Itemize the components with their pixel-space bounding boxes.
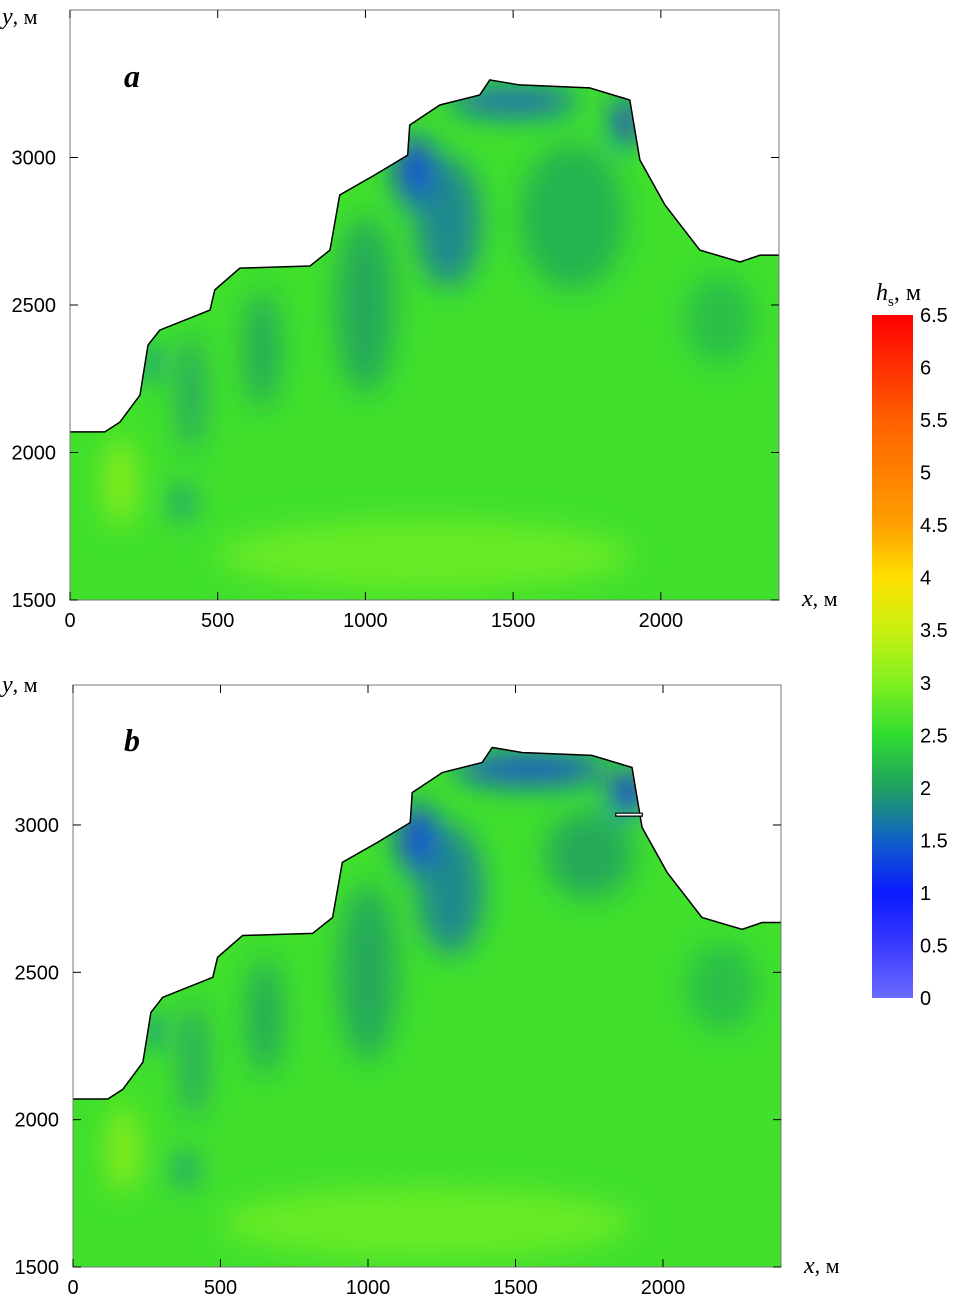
wave-height-zone bbox=[418, 824, 484, 955]
colorbar-tick-label: 4 bbox=[920, 568, 931, 590]
x-tick-label: 500 bbox=[201, 610, 234, 632]
breakwater-structure bbox=[615, 812, 643, 817]
colorbar-tick-label: 4.5 bbox=[920, 515, 948, 537]
y-axis-label-b: y, м bbox=[2, 672, 38, 699]
heatmap-panel-a: 0 500 1000 1500 2000 1500 2000 2500 3000 bbox=[12, 9, 780, 632]
colorbar-tick-label: 0.5 bbox=[920, 935, 948, 957]
y-axis-unit: , м bbox=[12, 672, 38, 697]
x-axis-unit: , м bbox=[812, 586, 838, 611]
y-tick-label: 2500 bbox=[12, 295, 57, 317]
y-tick-label: 3000 bbox=[12, 148, 57, 170]
wave-height-zone bbox=[179, 334, 203, 453]
x-axis-symbol: x bbox=[802, 586, 813, 612]
x-tick-label: 1000 bbox=[343, 610, 388, 632]
y-tick-label: 2500 bbox=[15, 962, 60, 984]
x-tick-label: 0 bbox=[67, 1277, 78, 1299]
heatmap-a: 0 500 1000 1500 2000 1500 2000 2500 3000 bbox=[12, 9, 780, 632]
x-axis-symbol: x bbox=[804, 1253, 815, 1279]
wave-height-zone bbox=[684, 275, 756, 364]
x-tick-label: 1500 bbox=[493, 1277, 538, 1299]
colorbar-tick-labels: 0 0.5 1 1.5 2 2.5 3 3.5 4 4.5 5 5.5 6 6.5 bbox=[920, 305, 948, 1010]
wave-height-zone bbox=[105, 437, 135, 527]
heatmap-panel-b: 0 500 1000 1500 2000 1500 2000 2500 3000 bbox=[15, 684, 782, 1299]
y-tick-label: 2000 bbox=[12, 443, 57, 465]
plot-frame bbox=[72, 684, 782, 1268]
colorbar-tick-label: 6 bbox=[920, 358, 931, 380]
colorbar bbox=[872, 315, 913, 998]
y-axis-symbol: y bbox=[2, 672, 13, 698]
colorbar-title-symbol: h bbox=[876, 280, 888, 306]
coastline bbox=[70, 79, 779, 433]
x-tick-label: 2000 bbox=[639, 610, 684, 632]
colorbar-tick-label: 1.5 bbox=[920, 830, 948, 852]
panel-label-a: a bbox=[124, 58, 140, 94]
x-axis-label-a: x, м bbox=[802, 586, 838, 613]
colorbar-tick-label: 1 bbox=[920, 883, 931, 905]
colorbar-tick-label: 3.5 bbox=[920, 620, 948, 642]
x-tick-label: 2000 bbox=[641, 1277, 686, 1299]
wave-height-zone bbox=[108, 1104, 138, 1194]
x-axis-label-b: x, м bbox=[804, 1253, 840, 1280]
y-tick-label: 2000 bbox=[15, 1110, 60, 1132]
wave-height-zone bbox=[182, 1001, 206, 1120]
colorbar-tick-label: 5.5 bbox=[920, 410, 948, 432]
wave-height-zone bbox=[247, 957, 283, 1076]
wave-height-zone bbox=[217, 520, 632, 592]
y-axis-unit: , м bbox=[12, 4, 38, 29]
colorbar-tick-label: 0 bbox=[920, 988, 931, 1010]
panel-label-b: b bbox=[124, 722, 140, 758]
colorbar-title-subscript: s bbox=[888, 293, 894, 310]
y-tick-label: 1500 bbox=[12, 590, 57, 612]
heatmap-b: 0 500 1000 1500 2000 1500 2000 2500 3000 bbox=[15, 684, 782, 1299]
y-axis-symbol: y bbox=[2, 4, 13, 30]
x-axis-unit: , м bbox=[814, 1253, 840, 1278]
colorbar-tick-label: 3 bbox=[920, 673, 931, 695]
colorbar-title: hs, м bbox=[876, 280, 921, 311]
wave-height-zone bbox=[609, 768, 646, 817]
wave-height-zone bbox=[338, 883, 398, 1061]
wave-height-zone bbox=[453, 751, 607, 787]
wave-height-zone bbox=[244, 290, 280, 409]
coastline bbox=[73, 746, 781, 1100]
wave-height-zone bbox=[176, 1152, 194, 1188]
wave-height-zone bbox=[519, 142, 626, 291]
wave-height-zone bbox=[545, 810, 634, 899]
wave-height-zone bbox=[448, 86, 579, 117]
x-tick-label: 1000 bbox=[346, 1277, 391, 1299]
colorbar-tick-label: 2 bbox=[920, 778, 931, 800]
wave-height-zone bbox=[415, 157, 481, 288]
y-tick-label: 1500 bbox=[15, 1257, 60, 1279]
x-tick-label: 1500 bbox=[491, 610, 536, 632]
x-tick-label: 500 bbox=[204, 1277, 237, 1299]
colorbar-tick-label: 5 bbox=[920, 463, 931, 485]
y-tick-label: 3000 bbox=[15, 815, 60, 837]
wave-height-zone bbox=[220, 1187, 634, 1259]
x-tick-label: 0 bbox=[64, 610, 75, 632]
colorbar-title-unit: , м bbox=[893, 280, 922, 306]
wave-height-zone bbox=[686, 942, 758, 1032]
y-axis-label-a: y, м bbox=[2, 4, 38, 31]
colorbar-tick-label: 6.5 bbox=[920, 305, 948, 327]
wave-height-zone bbox=[173, 484, 192, 521]
colorbar-tick-label: 2.5 bbox=[920, 725, 948, 747]
wave-height-zone bbox=[335, 216, 395, 394]
